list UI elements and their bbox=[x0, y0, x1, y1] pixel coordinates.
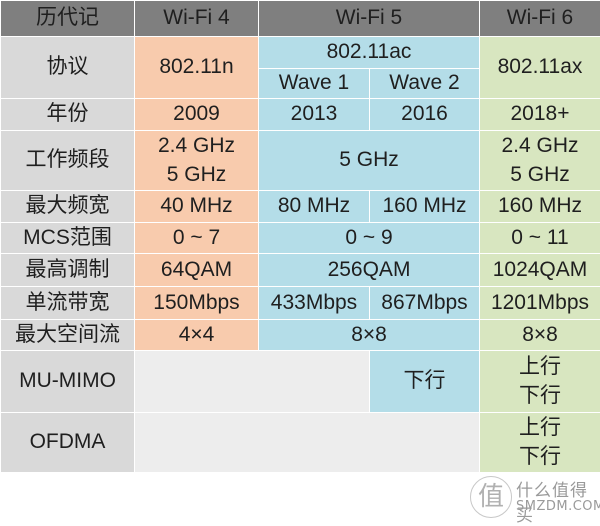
header-wifi5: Wi-Fi 5 bbox=[259, 1, 480, 37]
cell-bands-wifi4: 2.4 GHz 5 GHz bbox=[135, 131, 259, 191]
label-bands: 工作频段 bbox=[1, 131, 135, 191]
cell-stream-bandwidth-wifi4: 150Mbps bbox=[135, 287, 259, 320]
cell-bands-wifi5: 5 GHz bbox=[259, 131, 480, 191]
row-protocol: 协议 802.11n 802.11ac 802.11ax bbox=[1, 37, 600, 69]
cell-max-bandwidth-wave2: 160 MHz bbox=[370, 191, 480, 223]
cell-year-wave1: 2013 bbox=[259, 99, 370, 131]
cell-wave1: Wave 1 bbox=[259, 69, 370, 99]
cell-spatial-streams-wifi6: 8×8 bbox=[480, 320, 600, 351]
header-wifi6: Wi-Fi 6 bbox=[480, 1, 600, 37]
label-max-bandwidth: 最大频宽 bbox=[1, 191, 135, 223]
direction-line: 下行 bbox=[480, 443, 600, 471]
header-row: 历代记 Wi-Fi 4 Wi-Fi 5 Wi-Fi 6 bbox=[1, 1, 600, 37]
cell-mu-mimo-empty bbox=[135, 351, 370, 413]
cell-modulation-wifi5: 256QAM bbox=[259, 254, 480, 287]
row-max-bandwidth: 最大频宽 40 MHz 80 MHz 160 MHz 160 MHz bbox=[1, 191, 600, 223]
watermark-site-en: SMZDM.COM bbox=[516, 499, 600, 514]
cell-protocol-wifi5: 802.11ac bbox=[259, 37, 480, 69]
header-label-col: 历代记 bbox=[1, 1, 135, 37]
wifi-generations-table: 历代记 Wi-Fi 4 Wi-Fi 5 Wi-Fi 6 协议 802.11n 8… bbox=[0, 0, 600, 473]
row-modulation: 最高调制 64QAM 256QAM 1024QAM bbox=[1, 254, 600, 287]
direction-line: 上行 bbox=[480, 414, 600, 442]
band-line: 2.4 GHz bbox=[480, 132, 600, 160]
watermark: 值 什么值得买 SMZDM.COM bbox=[470, 474, 598, 520]
row-mcs: MCS范围 0 ~ 7 0 ~ 9 0 ~ 11 bbox=[1, 223, 600, 254]
cell-modulation-wifi4: 64QAM bbox=[135, 254, 259, 287]
label-ofdma: OFDMA bbox=[1, 413, 135, 473]
direction-line: 下行 bbox=[480, 382, 600, 410]
watermark-logo-icon: 值 bbox=[470, 476, 512, 518]
label-modulation: 最高调制 bbox=[1, 254, 135, 287]
cell-ofdma-empty bbox=[135, 413, 480, 473]
band-line: 5 GHz bbox=[135, 161, 258, 189]
cell-spatial-streams-wifi4: 4×4 bbox=[135, 320, 259, 351]
label-stream-bandwidth: 单流带宽 bbox=[1, 287, 135, 320]
cell-mcs-wifi4: 0 ~ 7 bbox=[135, 223, 259, 254]
cell-max-bandwidth-wave1: 80 MHz bbox=[259, 191, 370, 223]
cell-year-wifi6: 2018+ bbox=[480, 99, 600, 131]
cell-wave2: Wave 2 bbox=[370, 69, 480, 99]
cell-mu-mimo-wifi6: 上行 下行 bbox=[480, 351, 600, 413]
row-stream-bandwidth: 单流带宽 150Mbps 433Mbps 867Mbps 1201Mbps bbox=[1, 287, 600, 320]
label-mu-mimo: MU-MIMO bbox=[1, 351, 135, 413]
cell-stream-bandwidth-wave1: 433Mbps bbox=[259, 287, 370, 320]
cell-year-wifi4: 2009 bbox=[135, 99, 259, 131]
row-year: 年份 2009 2013 2016 2018+ bbox=[1, 99, 600, 131]
row-spatial-streams: 最大空间流 4×4 8×8 8×8 bbox=[1, 320, 600, 351]
cell-mcs-wifi5: 0 ~ 9 bbox=[259, 223, 480, 254]
label-protocol: 协议 bbox=[1, 37, 135, 99]
cell-mu-mimo-wave2: 下行 bbox=[370, 351, 480, 413]
cell-protocol-wifi4: 802.11n bbox=[135, 37, 259, 99]
band-line: 5 GHz bbox=[480, 161, 600, 189]
cell-mcs-wifi6: 0 ~ 11 bbox=[480, 223, 600, 254]
label-year: 年份 bbox=[1, 99, 135, 131]
cell-bands-wifi6: 2.4 GHz 5 GHz bbox=[480, 131, 600, 191]
row-mu-mimo: MU-MIMO 下行 上行 下行 bbox=[1, 351, 600, 413]
cell-max-bandwidth-wifi4: 40 MHz bbox=[135, 191, 259, 223]
row-ofdma: OFDMA 上行 下行 bbox=[1, 413, 600, 473]
header-wifi4: Wi-Fi 4 bbox=[135, 1, 259, 37]
cell-modulation-wifi6: 1024QAM bbox=[480, 254, 600, 287]
cell-year-wave2: 2016 bbox=[370, 99, 480, 131]
label-spatial-streams: 最大空间流 bbox=[1, 320, 135, 351]
cell-spatial-streams-wifi5: 8×8 bbox=[259, 320, 480, 351]
cell-max-bandwidth-wifi6: 160 MHz bbox=[480, 191, 600, 223]
cell-protocol-wifi6: 802.11ax bbox=[480, 37, 600, 99]
label-mcs: MCS范围 bbox=[1, 223, 135, 254]
row-bands: 工作频段 2.4 GHz 5 GHz 5 GHz 2.4 GHz 5 GHz bbox=[1, 131, 600, 191]
band-line: 2.4 GHz bbox=[135, 132, 258, 160]
direction-line: 上行 bbox=[480, 353, 600, 381]
cell-stream-bandwidth-wave2: 867Mbps bbox=[370, 287, 480, 320]
cell-stream-bandwidth-wifi6: 1201Mbps bbox=[480, 287, 600, 320]
cell-ofdma-wifi6: 上行 下行 bbox=[480, 413, 600, 473]
